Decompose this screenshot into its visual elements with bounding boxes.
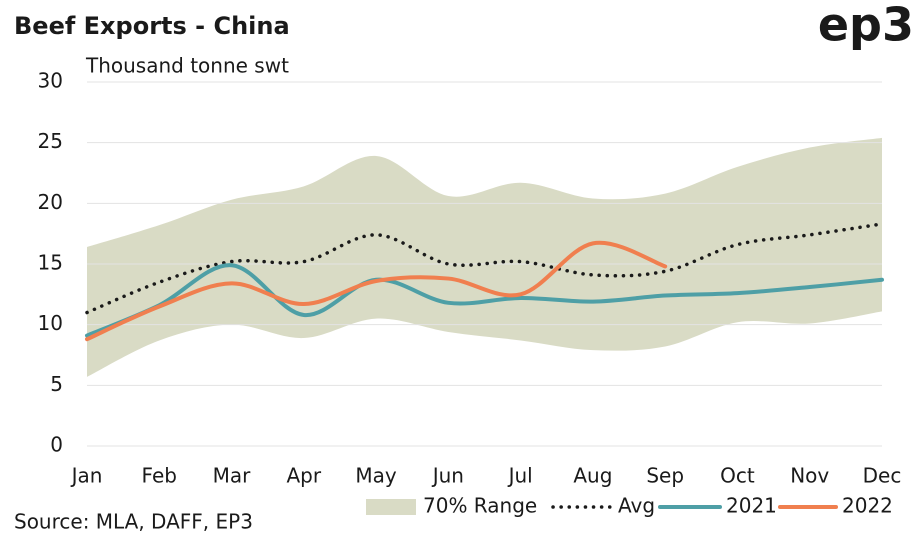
x-tick-label: Jan bbox=[70, 464, 103, 488]
subtitle: Thousand tonne swt bbox=[85, 54, 289, 78]
y-tick-label: 30 bbox=[38, 69, 63, 93]
x-tick-label: Mar bbox=[213, 464, 252, 488]
x-tick-label: Jul bbox=[507, 464, 533, 488]
source: Source: MLA, DAFF, EP3 bbox=[14, 510, 253, 534]
y-tick-label: 0 bbox=[50, 433, 63, 457]
y-tick-label: 20 bbox=[38, 190, 63, 214]
legend-label: 2022 bbox=[842, 494, 893, 518]
legend-label: Avg bbox=[618, 494, 655, 518]
series-line bbox=[85, 240, 668, 342]
legend-label: 2021 bbox=[726, 494, 777, 518]
x-tick-label: Aug bbox=[573, 464, 612, 488]
y-tick-label: 10 bbox=[38, 311, 63, 335]
y-tick-label: 5 bbox=[50, 372, 63, 396]
x-tick-label: May bbox=[355, 464, 397, 488]
x-tick-label: Nov bbox=[790, 464, 829, 488]
y-tick-label: 15 bbox=[38, 251, 63, 275]
x-tick-label: Oct bbox=[720, 464, 755, 488]
chart-title: Beef Exports - China bbox=[14, 12, 290, 40]
logo: ep3 bbox=[818, 0, 914, 52]
x-tick-label: Jun bbox=[431, 464, 464, 488]
x-tick-label: Apr bbox=[287, 464, 322, 488]
legend-label: 70% Range bbox=[423, 494, 537, 518]
series-line bbox=[85, 222, 884, 315]
x-tick-label: Feb bbox=[142, 464, 177, 488]
legend-swatch bbox=[366, 499, 416, 515]
series-line bbox=[85, 263, 884, 338]
x-tick-label: Dec bbox=[863, 464, 902, 488]
range-area bbox=[87, 137, 882, 377]
x-tick-label: Sep bbox=[646, 464, 684, 488]
y-tick-label: 25 bbox=[38, 129, 63, 153]
